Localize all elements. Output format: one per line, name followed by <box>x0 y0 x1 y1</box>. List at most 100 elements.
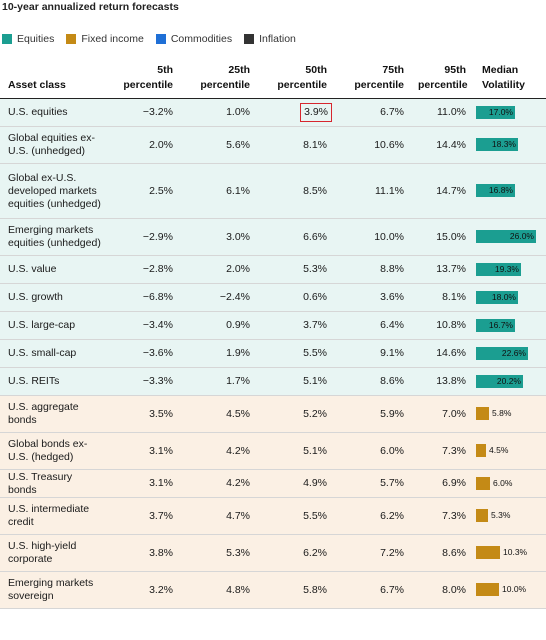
forecast-table: Asset class 5th percentile 25th percentile… <box>0 61 546 609</box>
legend-label: Equities <box>17 33 55 45</box>
table-row: U.S. REITs −3.3% 1.7% 5.1% 8.6% 13.8% 20.2% <box>0 367 546 396</box>
value-p75: 10.0% <box>374 230 404 243</box>
volatility-label: 26.0% <box>509 231 534 242</box>
volatility-cell: 18.3% <box>476 126 546 164</box>
value-p75: 6.2% <box>380 509 404 522</box>
volatility-bar: 26.0% <box>476 230 536 244</box>
cell-p95: 13.8% <box>414 367 476 396</box>
cell-p5: 3.7% <box>106 497 183 535</box>
value-p25: 1.7% <box>226 375 250 387</box>
cell-p50: 3.9% <box>260 98 337 127</box>
cell-p75: 7.2% <box>337 534 414 572</box>
volatility-cell: 5.8% <box>476 395 546 433</box>
volatility-bar: 20.2% <box>476 374 523 388</box>
value-p50: 5.3% <box>303 263 327 275</box>
cell-p50: 8.5% <box>260 163 337 219</box>
cell-p50: 5.1% <box>260 367 337 396</box>
value-p25: 3.0% <box>226 230 250 243</box>
cell-p25: 3.0% <box>183 218 260 256</box>
cell-p25: 4.2% <box>183 469 260 498</box>
volatility-label: 18.3% <box>491 139 516 150</box>
value-p50: 6.6% <box>303 230 327 243</box>
value-p95: 7.3% <box>442 509 466 522</box>
value-p95: 8.6% <box>442 546 466 559</box>
volatility-bar: 22.6% <box>476 346 528 360</box>
cell-p5: −2.8% <box>106 255 183 284</box>
value-p75: 6.4% <box>380 319 404 331</box>
cell-p5: 3.5% <box>106 395 183 433</box>
legend: Equities Fixed income Commodities Inflation <box>2 30 308 48</box>
value-p25: −2.4% <box>219 291 250 303</box>
volatility-bar <box>476 407 489 421</box>
cell-p50: 5.3% <box>260 255 337 284</box>
cell-p95: 7.3% <box>414 432 476 470</box>
value-p50: 8.1% <box>303 138 327 151</box>
cell-p5: −3.6% <box>106 339 183 368</box>
volatility-cell: 19.3% <box>476 255 546 284</box>
table-row: U.S. growth −6.8% −2.4% 0.6% 3.6% 8.1% 18.0% <box>0 283 546 312</box>
asset-name: U.S. growth <box>0 283 106 312</box>
value-p75: 8.6% <box>380 375 404 387</box>
value-p25: 4.7% <box>226 509 250 522</box>
cell-p25: 5.3% <box>183 534 260 572</box>
cell-p95: 15.0% <box>414 218 476 256</box>
value-p95: 7.0% <box>442 407 466 420</box>
header-p25: 25th percentile <box>183 61 260 99</box>
value-p75: 6.7% <box>380 106 404 118</box>
value-p5: 3.5% <box>149 407 173 420</box>
legend-swatch <box>66 34 77 44</box>
legend-label: Fixed income <box>81 33 144 45</box>
value-p95: 15.0% <box>436 230 466 243</box>
table-row: U.S. Treasury bonds 3.1% 4.2% 4.9% 5.7% 6.9% 6… <box>0 469 546 498</box>
header-median-volatility: Median Volatility <box>476 61 546 99</box>
volatility-cell: 16.7% <box>476 311 546 340</box>
cell-p95: 14.6% <box>414 339 476 368</box>
cell-p25: 4.2% <box>183 432 260 470</box>
volatility-cell: 22.6% <box>476 339 546 368</box>
table-row: Emerging markets sovereign 3.2% 4.8% 5.8% 6.… <box>0 571 546 609</box>
asset-name: Emerging markets sovereign <box>0 571 106 609</box>
cell-p50: 6.6% <box>260 218 337 256</box>
cell-p50: 5.2% <box>260 395 337 433</box>
cell-p75: 3.6% <box>337 283 414 312</box>
legend-label: Commodities <box>170 33 233 45</box>
cell-p75: 6.2% <box>337 497 414 535</box>
cell-p5: 3.1% <box>106 469 183 498</box>
volatility-cell: 10.0% <box>476 571 546 609</box>
volatility-label: 5.3% <box>491 510 511 521</box>
cell-p75: 10.0% <box>337 218 414 256</box>
asset-name: U.S. equities <box>0 98 106 127</box>
asset-name: U.S. small-cap <box>0 339 106 368</box>
value-p5: 3.1% <box>149 477 173 489</box>
cell-p5: 3.8% <box>106 534 183 572</box>
header-p50: 50th percentile <box>260 61 337 99</box>
cell-p75: 8.8% <box>337 255 414 284</box>
value-p95: 8.0% <box>442 583 466 596</box>
volatility-label: 6.0% <box>493 477 513 488</box>
volatility-bar: 16.7% <box>476 318 515 332</box>
value-p50: 5.1% <box>303 375 327 387</box>
table-row: Global equities ex-U.S. (unhedged) 2.0% 5.… <box>0 126 546 164</box>
value-p25: 0.9% <box>226 319 250 331</box>
cell-p75: 6.0% <box>337 432 414 470</box>
value-p95: 14.7% <box>436 184 466 197</box>
value-p5: −2.9% <box>142 230 173 243</box>
value-p95: 10.8% <box>436 319 466 331</box>
value-p95: 14.4% <box>436 138 466 151</box>
asset-name: U.S. REITs <box>0 367 106 396</box>
volatility-label: 19.3% <box>494 263 519 274</box>
value-p75: 11.1% <box>375 184 404 197</box>
value-p95: 8.1% <box>442 291 466 303</box>
volatility-bar <box>476 444 486 458</box>
cell-p25: 6.1% <box>183 163 260 219</box>
volatility-label: 22.6% <box>501 347 526 358</box>
volatility-cell: 4.5% <box>476 432 546 470</box>
cell-p25: 1.0% <box>183 98 260 127</box>
asset-name: U.S. high-yield corporate <box>0 534 106 572</box>
value-p5: 3.2% <box>149 583 173 596</box>
cell-p50: 5.1% <box>260 432 337 470</box>
value-p75: 5.9% <box>380 407 404 420</box>
cell-p5: −2.9% <box>106 218 183 256</box>
header-row: Asset class 5th percentile 25th percentile… <box>0 61 546 99</box>
volatility-bar <box>476 546 500 560</box>
